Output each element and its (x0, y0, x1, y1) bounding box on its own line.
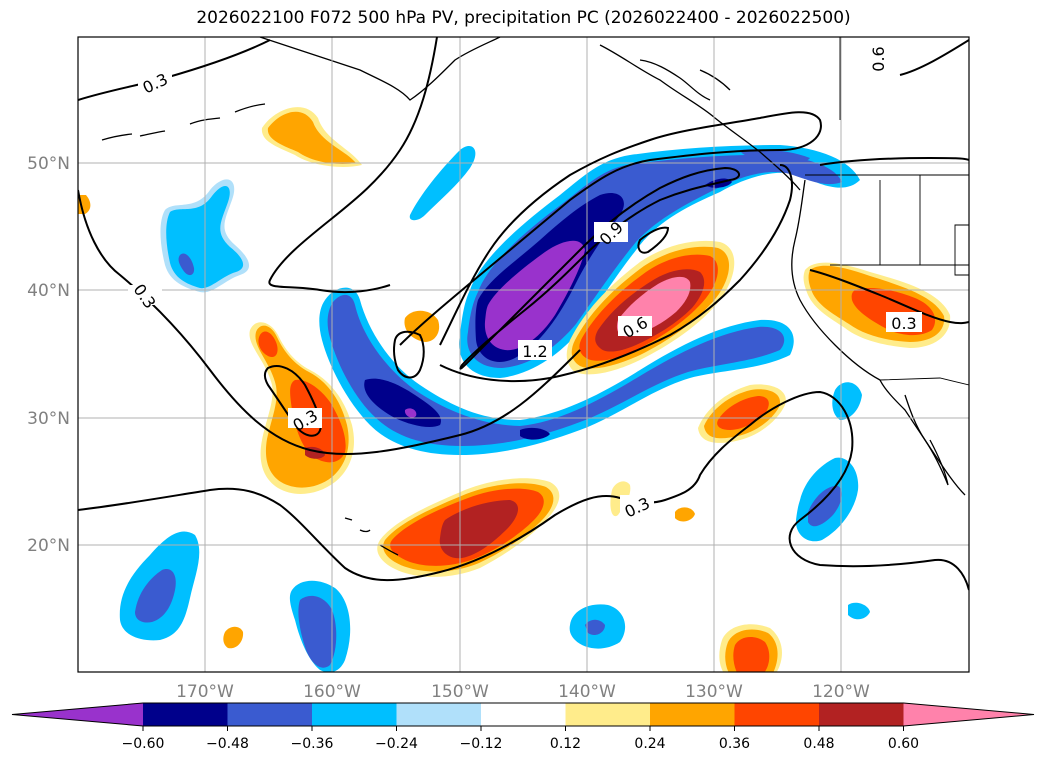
pv-contour-03-west-loop (268, 37, 438, 294)
colorbar-tick-label: −0.36 (291, 736, 334, 752)
shading-left-edge (78, 195, 91, 214)
shading-blue-sw (119, 531, 200, 641)
contour-label: 0.6 (869, 46, 888, 71)
colorbar-segment (819, 703, 904, 726)
colorbar-segment (734, 703, 820, 726)
contour-labels: 0.3 0.3 0.3 0.3 0.3 0.9 1.2 0.6 0.6 (128, 46, 922, 521)
shading-orange-small (404, 310, 440, 342)
colorbar-segment (143, 703, 228, 726)
shading-blue-baja (795, 382, 870, 620)
colorbar-segment (481, 703, 566, 726)
lon-label-170w: 170°W (176, 682, 234, 702)
lon-label-140w: 140°W (558, 682, 616, 702)
shading-negative-band (319, 287, 794, 455)
pv-contour-inner (637, 226, 670, 254)
shading-positive-central-south (698, 384, 786, 443)
colorbar-tick-label: −0.48 (206, 736, 249, 752)
pv-contour-03-south (78, 390, 969, 591)
pv-contour-09 (399, 111, 822, 346)
pv-contour-06-east (819, 156, 969, 166)
map-frame-border (77, 36, 970, 673)
lat-label-40n: 40°N (27, 281, 70, 301)
map-content: 0.3 0.3 0.3 0.3 0.3 0.9 1.2 0.6 0.6 (78, 37, 969, 672)
pv-contour-03-east (809, 269, 969, 325)
shading-orange-bottom (719, 624, 782, 672)
lon-label-130w: 130°W (685, 682, 743, 702)
colorbar-tick-label: 0.36 (719, 736, 750, 752)
colorbar-extend-min (12, 703, 143, 726)
lat-label-30n: 30°N (27, 409, 70, 429)
colorbar-tick-label: 0.48 (803, 736, 834, 752)
colorbar-tick-label: 0.60 (888, 736, 919, 752)
pv-contour-lower-loop (393, 330, 425, 379)
lon-label-120w: 120°W (812, 682, 870, 702)
colorbar-tick-label: 0.12 (550, 736, 581, 752)
map-title: 2026022100 F072 500 hPa PV, precipitatio… (196, 8, 851, 28)
shading-blue-streak (409, 146, 476, 221)
lat-label-50n: 50°N (27, 154, 70, 174)
latitude-labels: 50°N 40°N 30°N 20°N (27, 154, 70, 556)
colorbar-segment (565, 703, 651, 726)
gridlines (78, 37, 969, 672)
colorbar-segment (312, 703, 397, 726)
colorbar-tick-label: −0.12 (460, 736, 503, 752)
colorbar-tick-label: −0.24 (375, 736, 418, 752)
pv-contour-06-north (899, 39, 969, 76)
shading-small-orange-2 (675, 507, 695, 522)
pv-contour-03-main (78, 189, 581, 455)
colorbar-segment (227, 703, 313, 726)
shading-positive-hawaii (377, 478, 560, 577)
shading-blue-circle (569, 604, 626, 649)
colorbar-segment (650, 703, 735, 726)
pv-contours (78, 37, 969, 591)
contour-label: 0.3 (891, 314, 916, 333)
shading-orange-tiny (223, 626, 244, 649)
lat-label-20n: 20°N (27, 536, 70, 556)
colorbar-extend-max (903, 703, 1034, 726)
contour-label: 1.2 (522, 342, 547, 361)
shading-blue-bottom (289, 580, 351, 672)
colorbar-segment (396, 703, 482, 726)
borders (805, 37, 969, 386)
colorbar-tick-label: −0.60 (122, 736, 165, 752)
longitude-labels: 170°W 160°W 150°W 140°W 130°W 120°W (176, 682, 870, 702)
pv-contour-06 (439, 164, 793, 383)
pv-contour-03-small (264, 365, 322, 437)
colorbar: −0.60 −0.48 −0.36 −0.24 −0.12 0.12 0.24 0.36 0.4… (11, 702, 1035, 752)
pv-contour-12 (459, 166, 740, 370)
lon-label-160w: 160°W (303, 682, 361, 702)
colorbar-tick-label: 0.24 (634, 736, 665, 752)
lon-label-150w: 150°W (431, 682, 489, 702)
shading-gulf-alaska (261, 107, 362, 167)
